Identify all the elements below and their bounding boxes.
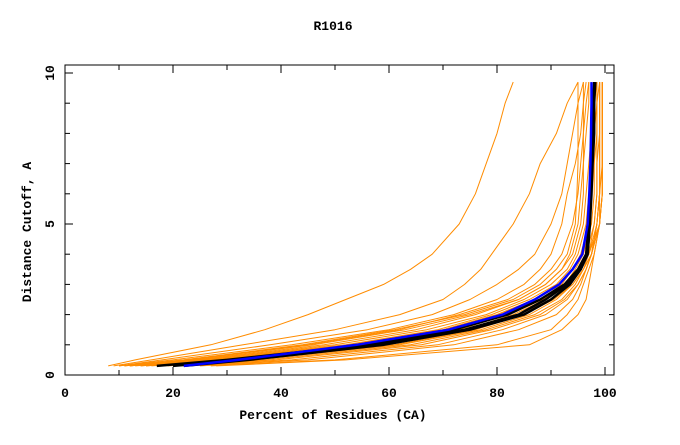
black-series-line-2: [172, 82, 597, 368]
x-tick-label: 100: [593, 386, 617, 401]
orange-series-line-2: [113, 81, 579, 367]
orange-series-line-21: [216, 82, 601, 367]
orange-series-line-8: [135, 82, 598, 367]
x-tick-label: 20: [165, 386, 181, 401]
ticks-group: 0 20 40 60 80 100 0 5 10: [43, 65, 617, 401]
x-tick-label: 60: [381, 386, 397, 401]
x-axis-label: Percent of Residues (CA): [239, 408, 426, 423]
plot-frame: [64, 64, 615, 376]
black-series-line-1: [156, 82, 596, 368]
black-series-line-3: [183, 82, 596, 368]
orange-series-line-23: [129, 82, 584, 367]
orange-series-line-16: [172, 82, 598, 367]
orange-series-line-14: [162, 82, 603, 367]
blue-series-line: [183, 82, 593, 368]
orange-series-line-5: [124, 82, 590, 367]
orange-series-line-1: [108, 81, 514, 367]
orange-series-line-9: [140, 82, 598, 367]
orange-series-line-4: [118, 82, 587, 367]
orange-series-line-3: [118, 81, 584, 367]
orange-series-line-11: [145, 82, 601, 367]
x-tick-label: 40: [273, 386, 289, 401]
orange-series-line-19: [199, 82, 603, 367]
orange-series-line-12: [151, 82, 601, 367]
y-tick-label: 10: [43, 65, 58, 81]
orange-series-line-24: [140, 82, 592, 367]
orange-series-line-10: [145, 82, 601, 367]
orange-series-line-20: [210, 82, 603, 367]
x-tick-label: 0: [61, 386, 69, 401]
x-tick-label: 80: [489, 386, 505, 401]
y-tick-label: 0: [43, 371, 58, 379]
y-axis-label: Distance Cutoff, A: [20, 162, 35, 303]
orange-series-line-22: [124, 82, 579, 367]
chart-title: R1016: [313, 19, 352, 34]
y-tick-label: 5: [43, 220, 58, 228]
orange-series-line-17: [178, 82, 601, 367]
series-group: [108, 81, 603, 368]
